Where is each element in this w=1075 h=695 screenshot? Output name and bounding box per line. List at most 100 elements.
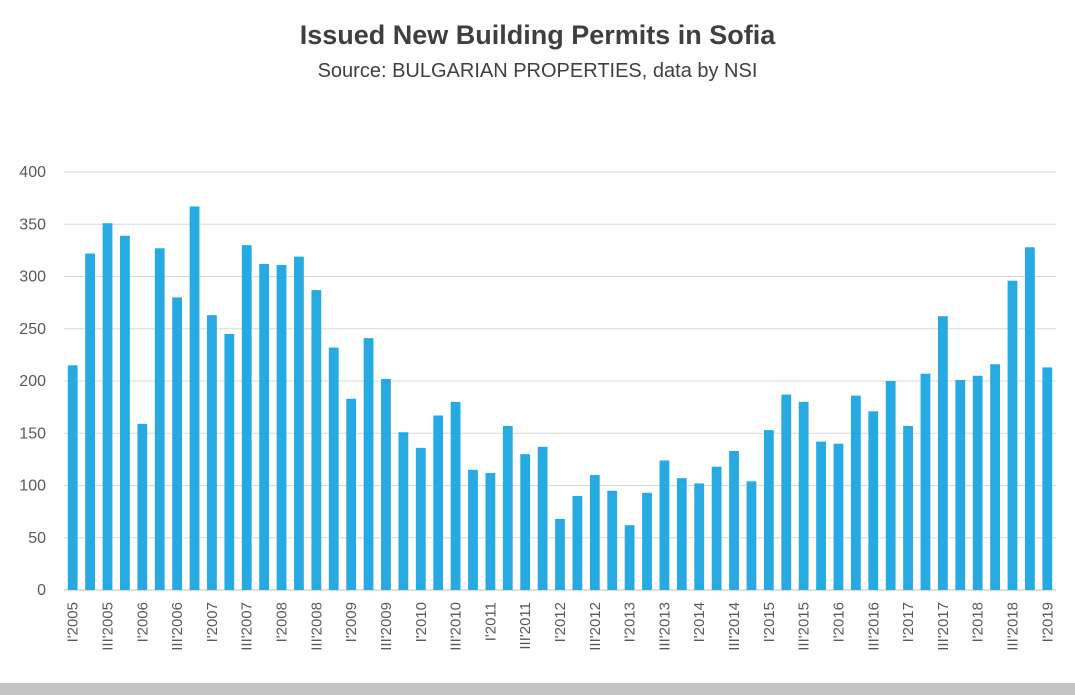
x-tick-label: I'2010: [413, 602, 430, 642]
bar-IV'2005: [120, 235, 130, 590]
x-tick-label: III'2012: [587, 602, 604, 651]
bar-II'2005: [85, 253, 96, 590]
bar-I'2018: [972, 375, 983, 590]
x-tick-label: I'2014: [691, 602, 708, 642]
bar-III'2008: [311, 290, 322, 590]
x-tick-label: I'2016: [830, 602, 847, 642]
bar-II'2008: [294, 256, 304, 590]
bar-chart-plot: 0 50 100 150 200 250 300 350 400 I'2005 III'2005 I'…: [19, 164, 1056, 651]
y-tick-label: 50: [28, 530, 46, 547]
chart-title: Issued New Building Permits in Sofia: [299, 20, 776, 50]
x-tick-label: I'2011: [482, 602, 499, 641]
bar-III'2012: [589, 475, 600, 590]
bar-II'2018: [990, 364, 1000, 590]
x-tick-label: I'2009: [343, 602, 360, 642]
bar-I'2010: [415, 447, 426, 590]
bar-IV'2009: [398, 432, 409, 590]
bar-II'2007: [224, 333, 235, 590]
bar-II'2010: [433, 415, 444, 590]
bar-II'2016: [850, 395, 861, 590]
bar-IV'2008: [328, 347, 339, 590]
bar-II'2009: [363, 338, 374, 590]
x-tick-label: III'2013: [656, 602, 673, 651]
x-tick-label: III'2014: [726, 602, 743, 651]
bar-I'2006: [137, 423, 148, 590]
bar-I'2014: [694, 483, 705, 590]
bar-II'2011: [502, 425, 513, 590]
x-tick-label: III'2006: [169, 602, 186, 651]
bar-III'2006: [172, 297, 183, 590]
bar-I'2008: [276, 265, 287, 590]
bar-I'2015: [763, 430, 774, 590]
bar-I'2016: [833, 443, 844, 590]
bar-IV'2018: [1024, 247, 1035, 590]
bar-II'2006: [154, 248, 165, 590]
x-tick-label: I'2019: [1039, 602, 1056, 642]
x-tick-label: III'2016: [865, 602, 882, 651]
y-tick-label: 200: [19, 373, 46, 390]
bar-IV'2014: [746, 481, 757, 590]
bar-III'2017: [937, 316, 948, 590]
x-tick-label: III'2009: [378, 602, 395, 651]
bar-III'2011: [520, 454, 531, 590]
bar-III'2009: [381, 378, 391, 590]
y-tick-label: 300: [19, 269, 46, 286]
y-tick-label: 400: [19, 164, 46, 181]
bar-I'2007: [207, 315, 217, 590]
bar-I'2012: [555, 518, 565, 590]
y-tick-label: 250: [19, 321, 46, 338]
bar-I'2005: [67, 365, 78, 590]
bar-IV'2011: [537, 446, 548, 590]
bar-I'2017: [903, 425, 913, 590]
bar-IV'2015: [816, 441, 826, 590]
bar-IV'2006: [189, 206, 200, 591]
x-tick-label: I'2013: [622, 602, 639, 642]
x-tick-label: I'2017: [900, 602, 917, 642]
bar-III'2013: [659, 460, 670, 590]
bar-III'2007: [241, 245, 252, 590]
x-tick-label: III'2010: [448, 602, 465, 651]
x-tick-label: III'2011: [517, 602, 534, 650]
x-tick-label: I'2018: [970, 602, 987, 642]
x-tick-label: I'2012: [552, 602, 569, 642]
x-tick-label: I'2007: [204, 602, 221, 642]
y-tick-label: 150: [19, 425, 46, 442]
x-tick-label: III'2005: [100, 602, 117, 651]
bar-II'2013: [642, 492, 652, 590]
horizontal-scrollbar[interactable]: [0, 683, 1075, 695]
bar-IV'2010: [468, 469, 478, 590]
bar-III'2005: [102, 223, 113, 590]
bar-I'2013: [624, 525, 635, 590]
bar-I'2009: [346, 398, 357, 590]
bar-II'2015: [781, 394, 792, 590]
x-tick-label: III'2007: [239, 602, 256, 651]
bar-II'2014: [711, 466, 722, 590]
y-tick-label: 350: [19, 216, 46, 233]
x-tick-label: III'2018: [1004, 602, 1021, 651]
bar-I'2011: [485, 472, 496, 590]
bar-III'2015: [798, 401, 809, 590]
bar-III'2010: [450, 401, 461, 590]
x-tick-label: I'2008: [274, 602, 291, 642]
x-tick-label: I'2005: [65, 602, 82, 642]
bar-IV'2007: [259, 263, 270, 590]
x-tick-label: I'2015: [761, 602, 778, 642]
bar-III'2014: [729, 451, 739, 590]
bar-II'2017: [920, 373, 931, 590]
bar-IV'2013: [676, 478, 687, 590]
bar-IV'2016: [885, 381, 896, 590]
bar-IV'2017: [955, 379, 966, 590]
bar-I'2019: [1042, 367, 1053, 590]
y-tick-label: 100: [19, 478, 46, 495]
bar-IV'2012: [607, 490, 618, 590]
bar-III'2018: [1007, 280, 1018, 590]
x-tick-label: III'2015: [796, 602, 813, 651]
chart-subtitle: Source: BULGARIAN PROPERTIES, data by NS…: [317, 60, 758, 82]
y-tick-label: 0: [37, 582, 46, 599]
x-tick-label: III'2008: [308, 602, 325, 651]
bar-III'2016: [868, 411, 879, 590]
x-tick-label: I'2006: [134, 602, 151, 642]
x-tick-label: III'2017: [935, 602, 952, 651]
bar-II'2012: [572, 495, 583, 590]
